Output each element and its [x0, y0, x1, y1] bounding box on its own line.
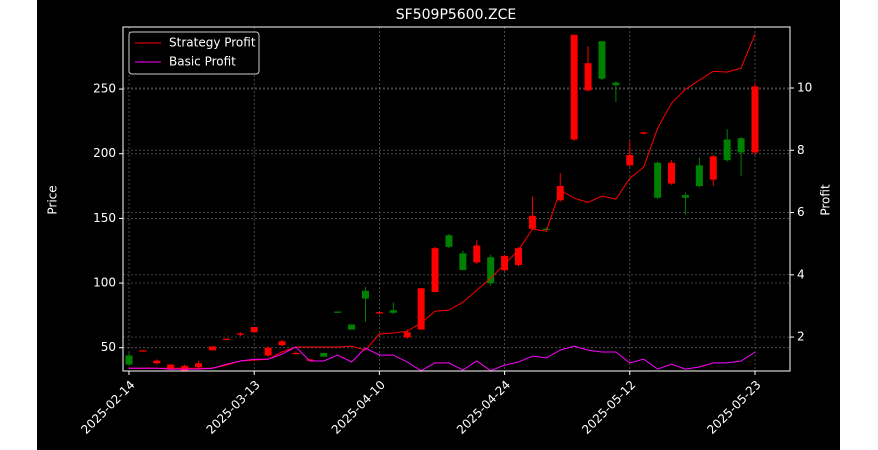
candle-body — [626, 155, 634, 166]
candle-body — [125, 355, 133, 365]
y2-tick-label: 6 — [797, 205, 805, 219]
candle-body — [167, 364, 175, 370]
profit-line — [129, 345, 756, 372]
candle-body — [751, 86, 759, 153]
y-tick-label: 50 — [101, 340, 116, 354]
candle-body — [195, 363, 203, 368]
candle-body — [598, 41, 606, 79]
candle-body — [487, 257, 495, 284]
candle-body — [542, 228, 550, 231]
candle-body — [292, 352, 300, 355]
legend-label: Strategy Profit — [169, 36, 256, 50]
legend-label: Basic Profit — [169, 55, 236, 69]
candle-body — [153, 360, 161, 364]
candle-body — [208, 346, 216, 351]
chart-title: SF509P5600.ZCE — [396, 7, 516, 23]
candle-body — [695, 165, 703, 187]
candle-body — [709, 156, 717, 180]
y2-tick-label: 10 — [797, 81, 812, 95]
candle-body — [139, 350, 147, 352]
candle-body — [737, 138, 745, 153]
candle-body — [459, 253, 467, 271]
candle-body — [320, 352, 328, 357]
candle-body — [431, 248, 439, 293]
candle-body — [654, 162, 662, 198]
candle-body — [222, 338, 230, 340]
candle-body — [515, 248, 523, 265]
candle-body — [473, 245, 481, 263]
candle-body — [668, 162, 676, 184]
y2-tick-label: 8 — [797, 143, 805, 157]
candle-body — [375, 312, 383, 314]
y-tick-label: 100 — [93, 276, 116, 290]
candle-body — [570, 34, 578, 140]
y-tick-label: 150 — [93, 211, 116, 225]
candle-body — [501, 255, 509, 271]
candle-body — [389, 310, 397, 313]
y2-tick-label: 4 — [797, 267, 805, 281]
candle-body — [528, 215, 536, 229]
candle-body — [612, 82, 620, 86]
candle-body — [250, 327, 258, 333]
candle-body — [334, 311, 342, 313]
candle-body — [445, 235, 453, 247]
y-tick-label: 200 — [93, 146, 116, 160]
candle-body — [681, 195, 689, 198]
figure-background — [37, 0, 840, 450]
candle-body — [348, 324, 356, 330]
candle-body — [584, 63, 592, 91]
candle-body — [723, 139, 731, 161]
plot-frame — [122, 26, 791, 372]
candle-body — [278, 341, 286, 346]
candle-body — [361, 290, 369, 299]
y2-axis-label: Profit — [819, 184, 833, 216]
candle-body — [417, 288, 425, 330]
candle-body — [236, 333, 244, 335]
candle-body — [403, 332, 411, 338]
candle-body — [264, 347, 272, 356]
candle-body — [640, 132, 648, 134]
y-axis-label: Price — [46, 185, 60, 214]
candle-body — [306, 359, 314, 361]
candle-body — [556, 186, 564, 201]
legend-box — [128, 31, 260, 75]
legend: Strategy Profit Basic Profit — [128, 31, 260, 75]
y2-tick-label: 2 — [797, 330, 805, 344]
y-tick-label: 250 — [93, 82, 116, 96]
